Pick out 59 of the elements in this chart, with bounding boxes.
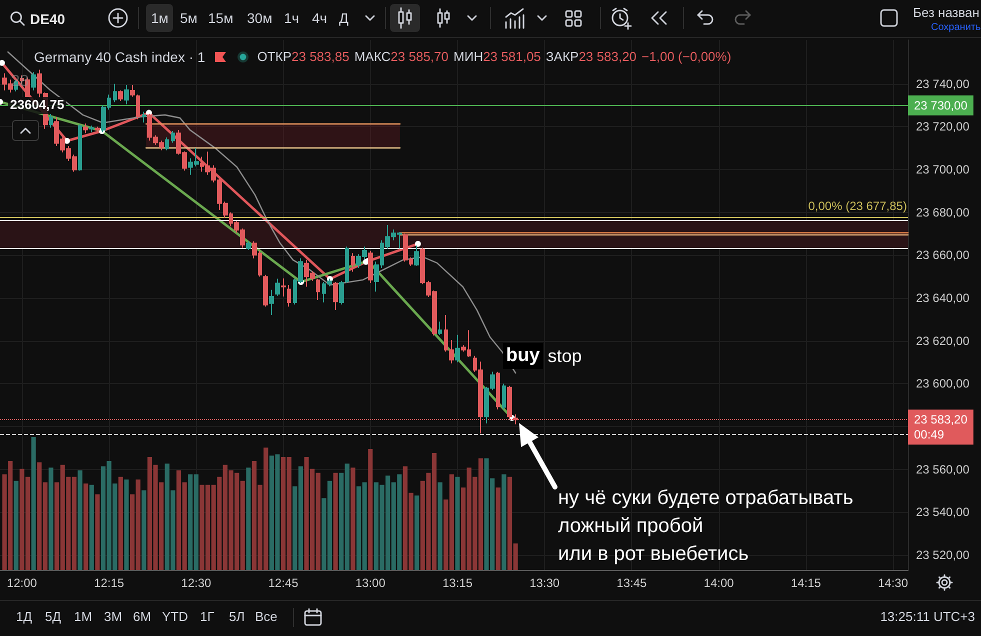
x-tick-label: 12:45: [268, 576, 299, 590]
annotation: 0,00% (23 677,85): [808, 198, 907, 214]
y-tick-label: 23 660,00: [916, 248, 970, 262]
annotation: 23 581,05: [483, 48, 541, 64]
annotation: 23 585,70: [390, 48, 449, 64]
y-tick-label: 23 720,00: [916, 120, 970, 134]
text: 1М: [74, 609, 92, 625]
y-tick-label: 23 700,00: [916, 162, 970, 177]
y-tick-label: 23 540,00: [916, 505, 970, 520]
x-tick-label: 12:30: [181, 576, 212, 590]
y-tick-label: 23 560,00: [916, 462, 970, 476]
text: 6М: [133, 609, 152, 625]
x-tick-label: 12:00: [6, 576, 38, 590]
text: 13:25:11 UTC+3: [880, 609, 975, 625]
annotation: ну чё суки будете отрабатывать ложный пробой или в рот выебетись: [558, 486, 854, 567]
text: 3М: [104, 609, 122, 625]
text: Д: [339, 10, 348, 26]
x-tick-label: 14:30: [878, 576, 908, 590]
x-tick-label: 13:15: [442, 576, 473, 590]
y-tick-label: 23 640,00: [916, 291, 970, 306]
text: 1ч: [284, 10, 300, 26]
x-tick-label: 14:00: [704, 576, 734, 590]
annotation: 23 583,85: [292, 48, 350, 64]
annotation: ОТКР: [257, 48, 292, 64]
annotation: МИН: [454, 48, 484, 64]
text: Все: [255, 609, 278, 625]
text: 1м: [146, 4, 174, 32]
text: Сохранить: [931, 22, 981, 34]
text: YTD: [162, 609, 188, 625]
text: 4ч: [312, 10, 328, 26]
text: 5Л: [229, 609, 245, 625]
annotation: 23 583,20: [578, 48, 637, 64]
annotation: −1,00 (−0,00%): [642, 48, 732, 64]
text: Без назван: [913, 5, 980, 21]
x-tick-label: 14:15: [790, 576, 822, 590]
x-tick-label: 13:30: [530, 576, 560, 590]
x-tick-label: 12:15: [94, 576, 124, 590]
ref-line-label: 23 730,00: [914, 98, 968, 112]
y-tick-label: 23 520,00: [916, 548, 970, 562]
y-tick-label: 23 680,00: [916, 205, 970, 220]
annotation: МАКС: [354, 48, 391, 64]
annotation: ЗАКР: [546, 48, 579, 64]
annotation: 28: [11, 73, 29, 92]
text: 1Д: [16, 609, 32, 625]
text: 15м: [208, 10, 234, 26]
x-tick-label: 13:45: [616, 576, 648, 590]
annotation: Germany 40 Cash index · 1: [34, 48, 206, 66]
x-tick-label: 13:00: [355, 576, 386, 590]
annotation: 23604,75: [8, 97, 66, 114]
text: 1Г: [200, 609, 214, 625]
text: 5м: [180, 10, 198, 26]
text: DE40: [30, 11, 66, 28]
text: 30м: [247, 10, 272, 26]
y-tick-label: 23 600,00: [916, 376, 970, 391]
y-tick-label: 23 620,00: [916, 334, 970, 348]
ref-line-label: 23 583,20 00:49: [914, 412, 968, 442]
text: 5Д: [45, 609, 62, 625]
y-tick-label: 23 740,00: [916, 76, 970, 91]
annotation: buy stop: [505, 344, 582, 368]
